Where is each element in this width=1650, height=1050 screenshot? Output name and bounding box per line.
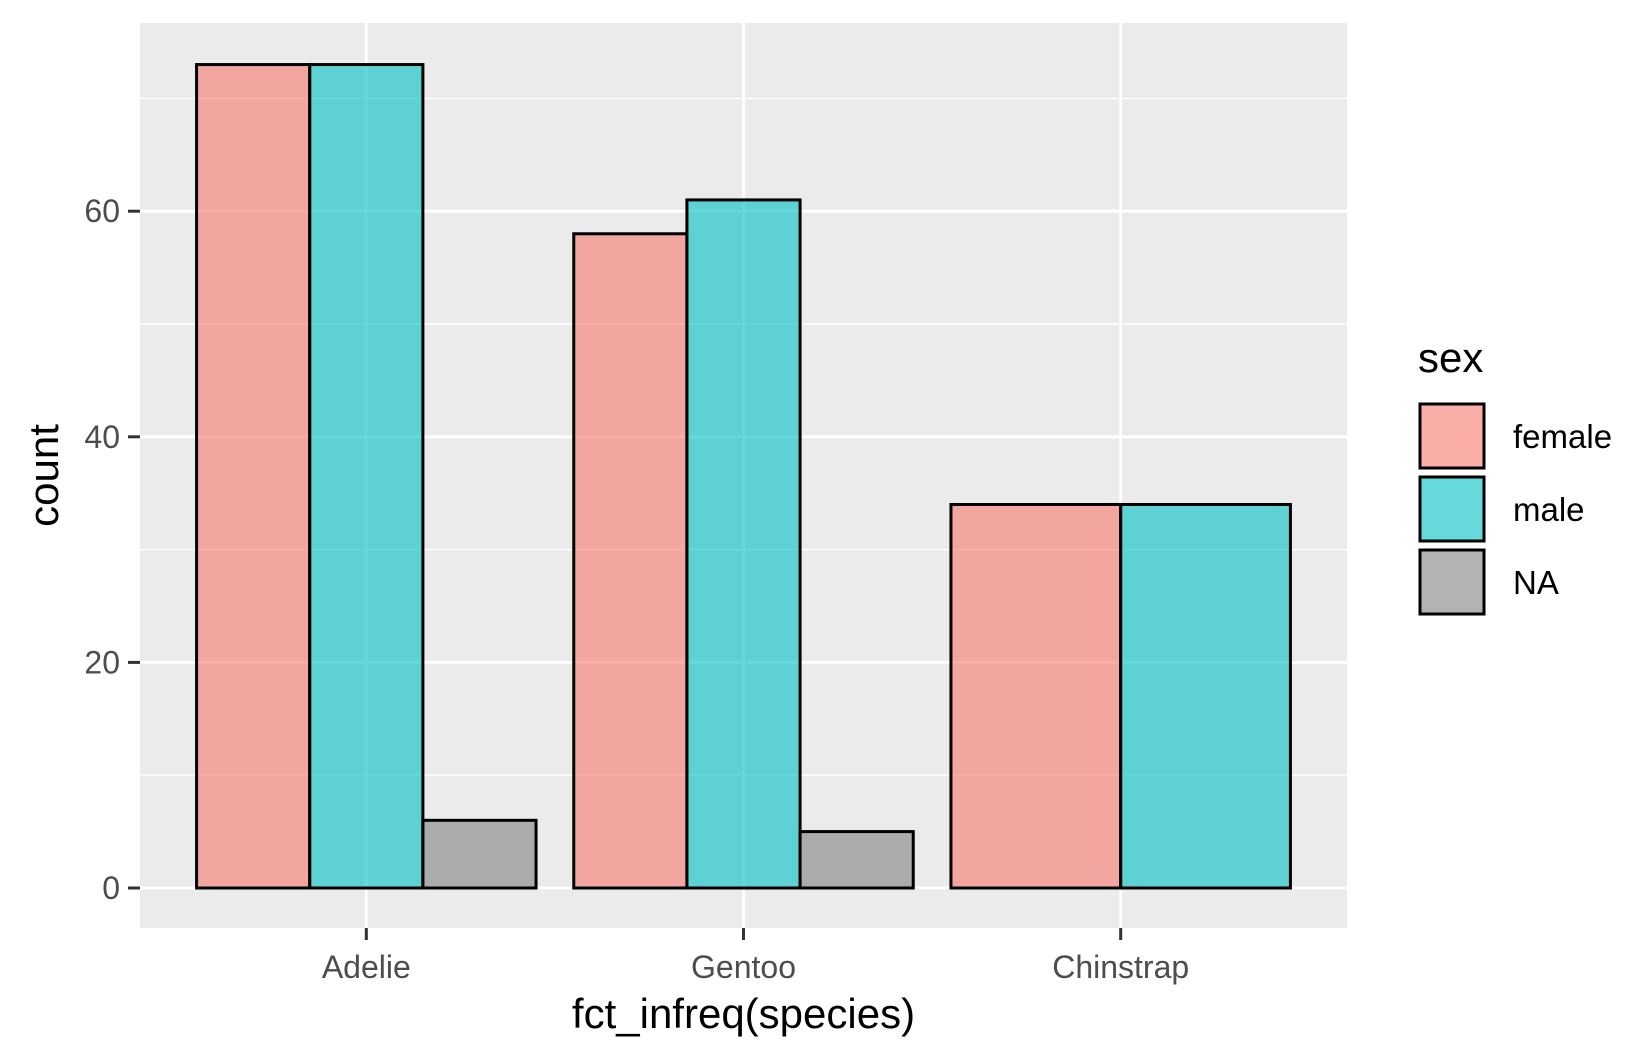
legend-label-male: male xyxy=(1513,491,1585,528)
legend-key-male xyxy=(1418,475,1486,543)
x-axis: Adelie Gentoo Chinstrap xyxy=(322,928,1189,985)
y-tick-label: 0 xyxy=(102,870,120,906)
bar-gentoo-female xyxy=(572,232,689,890)
x-tick-label: Adelie xyxy=(322,949,411,985)
bars xyxy=(195,63,1292,890)
y-tick-label: 20 xyxy=(84,644,120,680)
y-tick-label: 40 xyxy=(84,419,120,455)
bar-chinstrap-female xyxy=(949,502,1123,890)
legend-key-na xyxy=(1418,548,1486,616)
x-tick-label: Gentoo xyxy=(691,949,796,985)
y-tick-label: 60 xyxy=(84,193,120,229)
y-axis-title: count xyxy=(20,424,67,527)
bar-chinstrap-male xyxy=(1119,502,1292,890)
y-axis: 0 20 40 60 xyxy=(84,193,140,906)
legend-key-female xyxy=(1418,402,1486,470)
bar-gentoo-male xyxy=(685,198,802,890)
bar-gentoo-na xyxy=(798,830,915,890)
bar-adelie-male xyxy=(308,63,425,890)
legend: sex female male NA xyxy=(1418,334,1612,616)
x-tick-label: Chinstrap xyxy=(1052,949,1189,985)
legend-label-na: NA xyxy=(1513,564,1559,601)
bar-adelie-female xyxy=(195,63,312,890)
legend-title: sex xyxy=(1418,334,1483,381)
bar-adelie-na xyxy=(421,818,538,890)
legend-items: female male NA xyxy=(1418,402,1612,616)
x-axis-title: fct_infreq(species) xyxy=(572,990,915,1037)
legend-label-female: female xyxy=(1513,418,1612,455)
